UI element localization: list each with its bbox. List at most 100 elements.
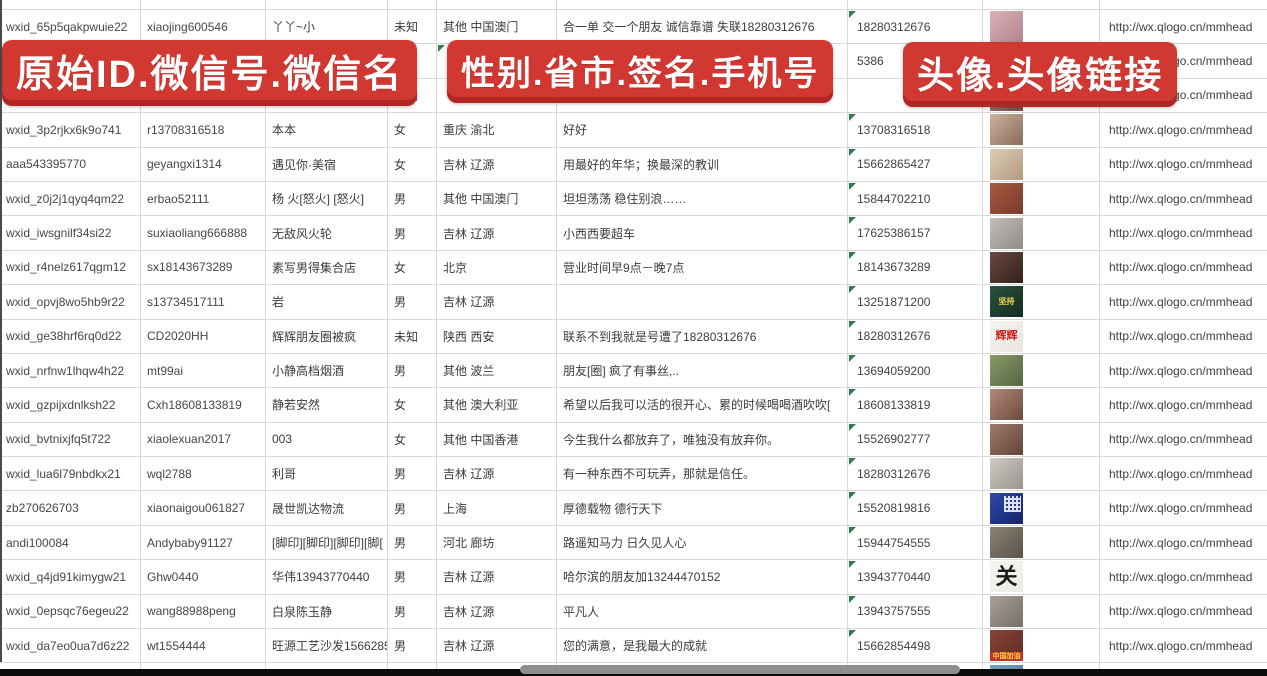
cell-gender[interactable]: 女 [388, 113, 437, 147]
cell-region[interactable]: 北京 [437, 250, 557, 285]
cell-original-id[interactable]: wxid_nrfnw1lhqw4h22 [0, 353, 141, 388]
cell-wechat-id[interactable]: xiaojing600546 [141, 10, 266, 44]
cell-avatar-url[interactable]: http://wx.qlogo.cn/mmhead [1109, 329, 1253, 344]
cell-wechat-id[interactable]: Ghw0440 [141, 560, 266, 594]
cell-phone[interactable]: 18280312676 [848, 10, 983, 44]
cell-signature[interactable] [557, 78, 848, 113]
cell-avatar-url[interactable]: http://wx.qlogo.cn/mmhead [1109, 226, 1253, 241]
cell-avatar[interactable] [983, 181, 1100, 216]
cell-signature[interactable]: 希望以后我可以活的很开心、累的时候喝喝酒吹吹[ [557, 388, 848, 422]
cell-region[interactable]: 河北 廊坊 [437, 525, 557, 560]
cell-avatar[interactable] [983, 216, 1100, 250]
cell-avatar-url[interactable]: http://wx.qlogo.cn/mmhead [1109, 397, 1253, 412]
cell-signature[interactable]: 哈尔滨的朋友加13244470152 [557, 560, 848, 594]
cell-avatar-url[interactable]: http://wx.qlogo.cn/mmhead [1109, 122, 1253, 137]
cell-gender[interactable] [388, 0, 437, 9]
cell-signature[interactable]: 联系不到我就是号遭了18280312676 [557, 319, 848, 353]
cell-region[interactable]: 吉林 辽源 [437, 629, 557, 663]
cell-phone[interactable]: 15662865427 [848, 147, 983, 181]
cell-gender[interactable]: 男 [388, 285, 437, 319]
cell-region[interactable]: 其他 中国香港 [437, 422, 557, 457]
cell-original-id[interactable]: wxid_r4nelz617qgm12 [0, 250, 141, 285]
cell-phone[interactable]: 18280312676 [848, 319, 983, 353]
cell-phone[interactable]: 13943757555 [848, 594, 983, 629]
cell-avatar-url[interactable] [1100, 0, 1267, 9]
cell-signature[interactable] [557, 44, 848, 78]
cell-avatar[interactable] [983, 0, 1100, 9]
cell-signature[interactable] [557, 285, 848, 319]
cell-avatar[interactable]: 坚持 [983, 285, 1100, 319]
cell-gender[interactable]: 男 [388, 457, 437, 491]
cell-region[interactable]: 其他 波兰 [437, 353, 557, 388]
cell-original-id[interactable]: wxid_iwsgnilf34si22 [0, 216, 141, 250]
cell-nickname[interactable]: 丫丫~小 [266, 10, 388, 44]
cell-phone[interactable]: 18608133819 [848, 388, 983, 422]
cell-gender[interactable]: 男 [388, 353, 437, 388]
cell-gender[interactable]: 女 [388, 147, 437, 181]
cell-avatar[interactable] [983, 147, 1100, 181]
cell-region[interactable]: 陕西 西安 [437, 319, 557, 353]
cell-region[interactable]: 其他 中国澳门 [437, 181, 557, 216]
cell-signature[interactable]: 用最好的年华；换最深的教训 [557, 147, 848, 181]
cell-nickname[interactable]: 小静高档烟酒 [266, 353, 388, 388]
cell-avatar-url[interactable]: http://wx.qlogo.cn/mmhead [1109, 363, 1253, 378]
cell-region[interactable]: 吉林 辽源 [437, 457, 557, 491]
cell-avatar[interactable] [983, 388, 1100, 422]
cell-original-id[interactable]: wxid_0epsqc76egeu22 [0, 594, 141, 629]
cell-gender[interactable]: 男 [388, 216, 437, 250]
cell-signature[interactable]: 厚德载物 德行天下 [557, 491, 848, 525]
cell-wechat-id[interactable] [141, 0, 266, 9]
cell-signature[interactable]: 平凡人 [557, 594, 848, 629]
cell-gender[interactable]: 未知 [388, 319, 437, 353]
cell-original-id[interactable]: wxid_da7eo0ua7d6z22 [0, 629, 141, 663]
cell-signature[interactable]: 营业时间早9点－晚7点 [557, 250, 848, 285]
cell-gender[interactable]: 女 [388, 422, 437, 457]
cell-wechat-id[interactable]: suxiaoliang666888 [141, 216, 266, 250]
cell-original-id[interactable]: andi100084 [0, 525, 141, 560]
cell-original-id[interactable]: zb270626703 [0, 491, 141, 525]
cell-region[interactable]: 上海 [437, 491, 557, 525]
cell-avatar[interactable] [983, 250, 1100, 285]
cell-signature[interactable]: 有一种东西不可玩弄，那就是信任。 [557, 457, 848, 491]
cell-avatar[interactable] [983, 422, 1100, 457]
cell-avatar-url[interactable]: http://wx.qlogo.cn/mmhead [1109, 501, 1253, 516]
cell-nickname[interactable]: 岩 [266, 285, 388, 319]
cell-wechat-id[interactable]: s13734517111 [141, 285, 266, 319]
cell-avatar[interactable]: 关 [983, 560, 1100, 594]
cell-avatar[interactable] [983, 353, 1100, 388]
cell-nickname[interactable]: 素写男得集合店 [266, 250, 388, 285]
cell-nickname[interactable]: 无敌风火轮 [266, 216, 388, 250]
cell-original-id[interactable]: wxid_3p2rjkx6k9o741 [0, 113, 141, 147]
cell-avatar-url[interactable]: http://wx.qlogo.cn/mmhead [1109, 432, 1253, 447]
cell-original-id[interactable] [0, 0, 141, 9]
cell-original-id[interactable]: wxid_gzpijxdnlksh22 [0, 388, 141, 422]
cell-phone[interactable]: 13708316518 [848, 113, 983, 147]
cell-avatar[interactable] [983, 594, 1100, 629]
cell-gender[interactable]: 男 [388, 491, 437, 525]
cell-region[interactable]: 其他 中国澳门 [437, 10, 557, 44]
cell-phone[interactable]: 15944754555 [848, 525, 983, 560]
cell-phone[interactable] [848, 0, 983, 9]
cell-avatar-url[interactable]: http://wx.qlogo.cn/mmhead [1109, 638, 1253, 653]
cell-original-id[interactable]: wxid_bvtnixjfq5t722 [0, 422, 141, 457]
cell-phone[interactable]: 13251871200 [848, 285, 983, 319]
cell-signature[interactable]: 小西西要超车 [557, 216, 848, 250]
cell-region[interactable]: 吉林 辽源 [437, 147, 557, 181]
cell-region[interactable]: 吉林 辽源 [437, 594, 557, 629]
cell-gender[interactable]: 女 [388, 250, 437, 285]
cell-nickname[interactable]: 静若安然 [266, 388, 388, 422]
cell-signature[interactable]: 您的满意，是我最大的成就 [557, 629, 848, 663]
cell-avatar-url[interactable]: http://wx.qlogo.cn/mmhead [1109, 157, 1253, 172]
cell-region[interactable]: 吉林 辽源 [437, 285, 557, 319]
cell-phone[interactable]: 17625386157 [848, 216, 983, 250]
cell-nickname[interactable]: 晟世凯达物流 [266, 491, 388, 525]
cell-phone[interactable]: 13943770440 [848, 560, 983, 594]
cell-wechat-id[interactable]: sx18143673289 [141, 250, 266, 285]
cell-original-id[interactable]: wxid_ge38hrf6rq0d22 [0, 319, 141, 353]
cell-avatar-url[interactable]: http://wx.qlogo.cn/mmhead [1109, 569, 1253, 584]
cell-gender[interactable]: 男 [388, 594, 437, 629]
cell-avatar[interactable] [983, 10, 1100, 44]
cell-nickname[interactable] [266, 0, 388, 9]
cell-signature[interactable]: 坦坦荡荡 稳住别浪…… [557, 181, 848, 216]
cell-wechat-id[interactable]: erbao52111 [141, 181, 266, 216]
